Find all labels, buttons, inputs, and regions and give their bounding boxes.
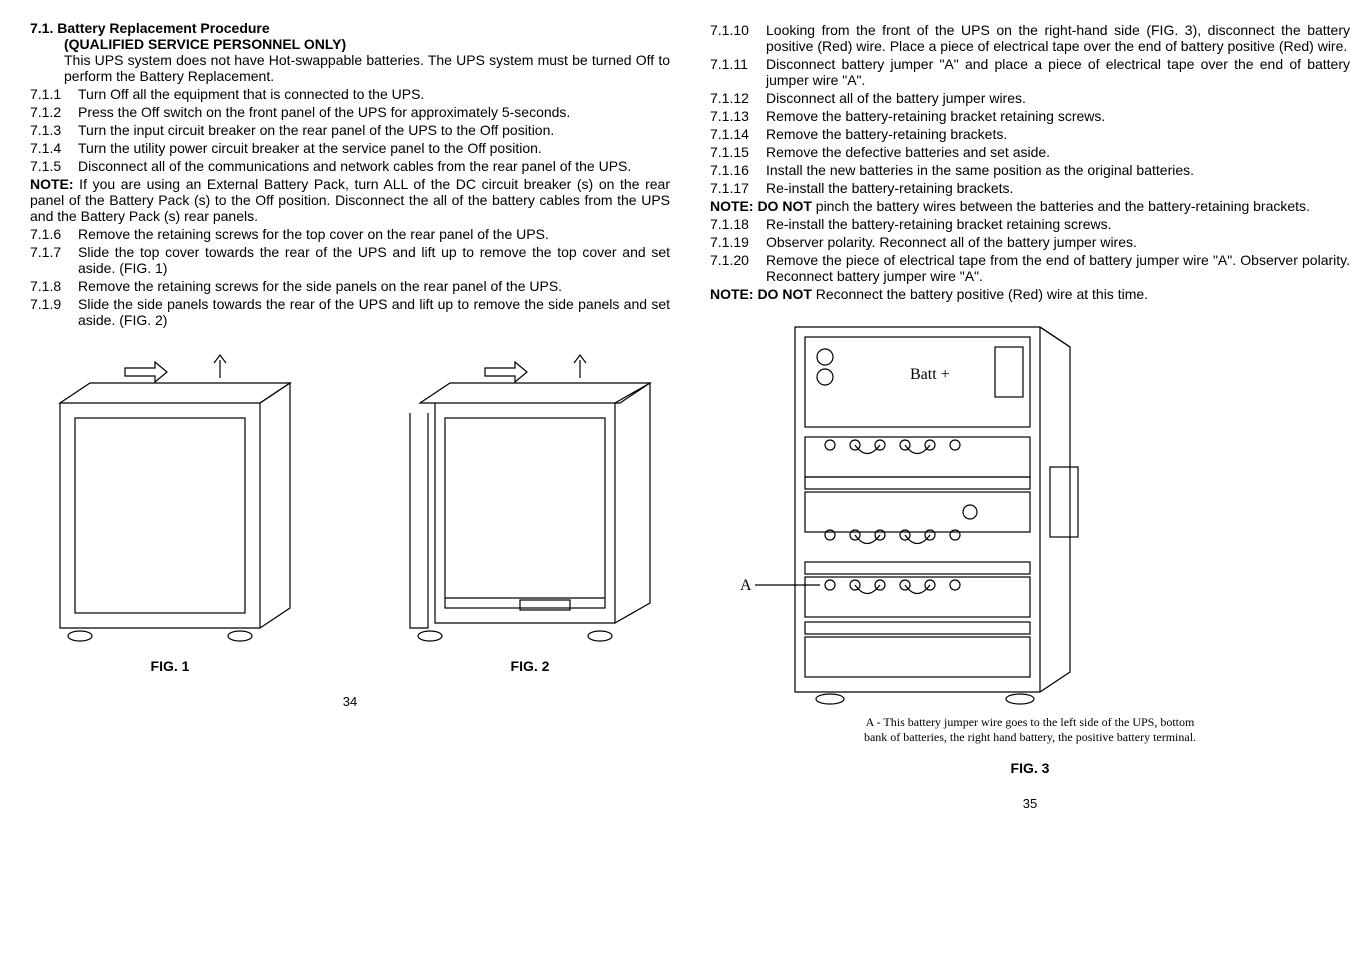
figure-1: FIG. 1 bbox=[30, 348, 310, 674]
section-subtitle: (QUALIFIED SERVICE PERSONNEL ONLY) bbox=[64, 36, 670, 52]
list-item: 7.1.5Disconnect all of the communication… bbox=[30, 158, 670, 174]
list-item: 7.1.4Turn the utility power circuit brea… bbox=[30, 140, 670, 156]
list-item: 7.1.8Remove the retaining screws for the… bbox=[30, 278, 670, 294]
items-group-2: 7.1.6Remove the retaining screws for the… bbox=[30, 226, 670, 328]
note-1: NOTE: If you are using an External Batte… bbox=[30, 176, 670, 224]
items-group-1: 7.1.1Turn Off all the equipment that is … bbox=[30, 86, 670, 174]
list-item: 7.1.6Remove the retaining screws for the… bbox=[30, 226, 670, 242]
list-item: 7.1.18Re-install the battery-retaining b… bbox=[710, 216, 1350, 232]
page-number: 35 bbox=[710, 796, 1350, 811]
note-2: NOTE: DO NOT pinch the battery wires bet… bbox=[710, 198, 1350, 214]
fig3-caption2: bank of batteries, the right hand batter… bbox=[710, 730, 1350, 745]
list-item: 7.1.15Remove the defective batteries and… bbox=[710, 144, 1350, 160]
section-num: 7.1. bbox=[30, 20, 53, 36]
list-item: 7.1.2Press the Off switch on the front p… bbox=[30, 104, 670, 120]
intro-text: This UPS system does not have Hot-swappa… bbox=[64, 52, 670, 84]
list-item: 7.1.20Remove the piece of electrical tap… bbox=[710, 252, 1350, 284]
page-number: 34 bbox=[30, 694, 670, 709]
list-item: 7.1.9Slide the side panels towards the r… bbox=[30, 296, 670, 328]
list-item: 7.1.17Re-install the battery-retaining b… bbox=[710, 180, 1350, 196]
figures-row: FIG. 1 FIG. 2 bbox=[30, 348, 670, 674]
list-item: 7.1.7Slide the top cover towards the rea… bbox=[30, 244, 670, 276]
section-heading: 7.1. Battery Replacement Procedure bbox=[30, 20, 670, 36]
list-item: 7.1.10Looking from the front of the UPS … bbox=[710, 22, 1350, 54]
fig3-label: FIG. 3 bbox=[710, 760, 1350, 776]
fig3-caption1: A - This battery jumper wire goes to the… bbox=[710, 715, 1350, 730]
list-item: 7.1.3Turn the input circuit breaker on t… bbox=[30, 122, 670, 138]
list-item: 7.1.19Observer polarity. Reconnect all o… bbox=[710, 234, 1350, 250]
list-item: 7.1.1Turn Off all the equipment that is … bbox=[30, 86, 670, 102]
items-group-3: 7.1.10Looking from the front of the UPS … bbox=[710, 22, 1350, 196]
list-item: 7.1.11Disconnect battery jumper "A" and … bbox=[710, 56, 1350, 88]
ups-fig1-icon bbox=[30, 348, 310, 648]
list-item: 7.1.14Remove the battery-retaining brack… bbox=[710, 126, 1350, 142]
fig2-label: FIG. 2 bbox=[390, 658, 670, 674]
svg-text:Batt +: Batt + bbox=[910, 366, 950, 383]
figure-3: Batt + bbox=[710, 317, 1350, 776]
figure-2: FIG. 2 bbox=[390, 348, 670, 674]
list-item: 7.1.16Install the new batteries in the s… bbox=[710, 162, 1350, 178]
svg-text:A: A bbox=[740, 577, 752, 594]
fig1-label: FIG. 1 bbox=[30, 658, 310, 674]
list-item: 7.1.13Remove the battery-retaining brack… bbox=[710, 108, 1350, 124]
right-page: 7.1.10Looking from the front of the UPS … bbox=[710, 20, 1350, 811]
list-item: 7.1.12Disconnect all of the battery jump… bbox=[710, 90, 1350, 106]
ups-fig3-icon: Batt + bbox=[710, 317, 1130, 707]
section-title: Battery Replacement Procedure bbox=[57, 20, 269, 36]
ups-fig2-icon bbox=[390, 348, 670, 648]
items-group-4: 7.1.18Re-install the battery-retaining b… bbox=[710, 216, 1350, 284]
note-3: NOTE: DO NOT Reconnect the battery posit… bbox=[710, 286, 1350, 302]
left-page: 7.1. Battery Replacement Procedure (QUAL… bbox=[30, 20, 670, 811]
